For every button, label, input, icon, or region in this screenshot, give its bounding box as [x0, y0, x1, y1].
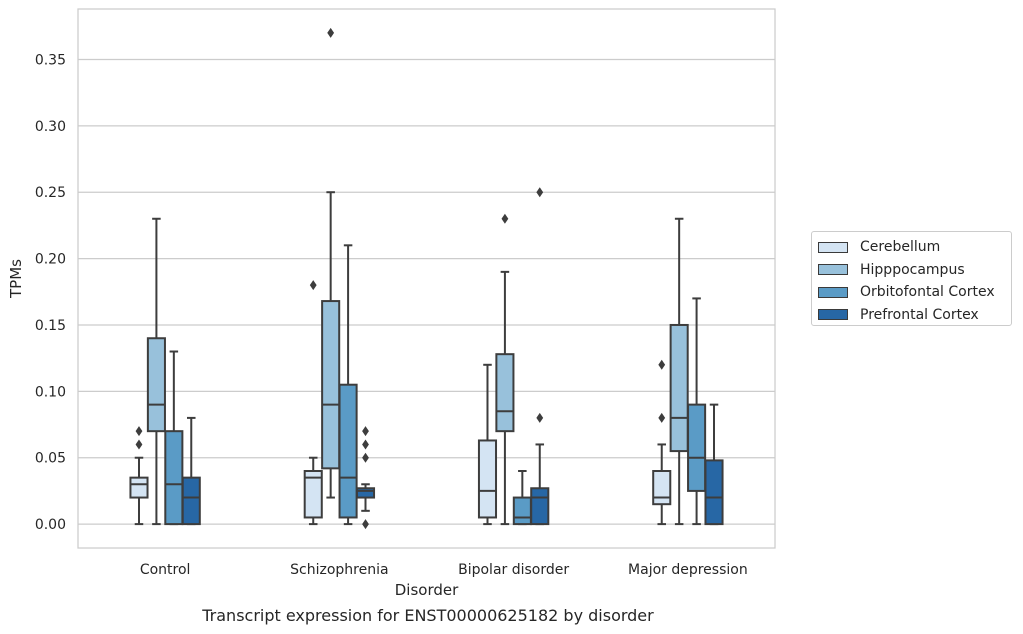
grid-lines [78, 58, 775, 525]
box [530, 187, 550, 526]
box [704, 403, 724, 526]
x-tick-label: Bipolar disorder [458, 562, 569, 578]
boxplot-chart: 0.00 0.05 0.10 0.15 0.20 0.25 0.30 0.35 Control… [7, 8, 776, 599]
outlier-marker [658, 359, 666, 370]
legend-item: Orbitofontal Cortex [818, 281, 1011, 304]
legend-label: Orbitofontal Cortex [860, 284, 995, 301]
box [495, 213, 515, 526]
box-series [129, 27, 724, 530]
outlier-marker [536, 412, 544, 423]
y-axis-label: TPMs [7, 259, 25, 299]
legend-item: Hipppocampus [818, 259, 1011, 282]
box [146, 217, 166, 526]
box-iqr [355, 487, 376, 499]
y-tick-labels: 0.00 0.05 0.10 0.15 0.20 0.25 0.30 0.35 [35, 52, 66, 533]
box [321, 27, 341, 499]
box [687, 297, 707, 526]
outlier-marker [362, 439, 369, 450]
legend-label: Prefrontal Cortex [860, 306, 979, 323]
series-orbitofontal-cortex [164, 244, 707, 526]
box-iqr [146, 337, 166, 433]
box [303, 280, 323, 526]
box [164, 350, 184, 526]
legend-swatch [818, 264, 848, 276]
box-iqr [321, 300, 341, 470]
box-iqr [129, 476, 149, 499]
box-iqr [477, 439, 498, 519]
outlier-marker [658, 412, 666, 423]
box [129, 426, 149, 526]
y-tick-label: 0.20 [35, 252, 66, 268]
y-tick-label: 0.00 [35, 517, 66, 533]
outlier-marker [327, 27, 335, 38]
box-iqr [512, 496, 532, 526]
legend-swatch [818, 286, 848, 298]
legend-label: Hipppocampus [860, 261, 965, 278]
outlier-marker [309, 280, 317, 291]
x-tick-label: Schizophrenia [290, 562, 388, 578]
x-tick-label: Control [140, 562, 191, 578]
y-tick-label: 0.35 [35, 52, 66, 68]
outlier-marker [536, 187, 544, 198]
y-tick-label: 0.15 [35, 318, 66, 334]
box [669, 217, 689, 526]
legend-swatch [818, 309, 848, 321]
series-prefrontal-cortex [181, 187, 724, 530]
y-tick-label: 0.30 [35, 119, 66, 135]
legend-label: Cerebellum [860, 239, 941, 256]
legend: Cerebellum Hipppocampus Orbitofontal Corte… [811, 231, 1012, 326]
legend-item: Prefrontal Cortex [818, 304, 1011, 327]
box [512, 470, 532, 526]
box-iqr [495, 353, 515, 433]
y-tick-label: 0.05 [35, 451, 66, 467]
legend-item: Cerebellum [818, 236, 1011, 259]
box-iqr [181, 476, 201, 526]
outlier-marker [362, 426, 369, 437]
outlier-marker [362, 452, 369, 463]
box-iqr [530, 487, 550, 526]
plot-frame [77, 8, 776, 549]
series-cerebellum [129, 280, 672, 526]
box-iqr [164, 430, 184, 526]
x-axis-label: Disorder [395, 581, 459, 599]
x-tick-labels: Control Schizophrenia Bipolar disorder Majo… [140, 562, 748, 578]
box-iqr [303, 470, 323, 519]
box-iqr [704, 459, 724, 526]
box [355, 426, 376, 530]
legend-swatch [818, 241, 848, 253]
chart-caption: Transcript expression for ENST0000062518… [202, 606, 654, 625]
x-tick-label: Major depression [628, 562, 748, 578]
outlier-marker [135, 426, 143, 437]
box [477, 363, 498, 526]
outlier-marker [501, 213, 509, 224]
outlier-marker [135, 439, 143, 450]
y-tick-label: 0.25 [35, 185, 66, 201]
box [652, 359, 672, 526]
series-hipppocampus [146, 27, 689, 526]
y-tick-label: 0.10 [35, 384, 66, 400]
box-iqr [652, 470, 672, 506]
box [338, 244, 358, 526]
box-iqr [338, 383, 358, 519]
box [181, 416, 201, 526]
box-iqr [687, 403, 707, 492]
box-iqr [669, 323, 689, 453]
outlier-marker [362, 519, 369, 530]
